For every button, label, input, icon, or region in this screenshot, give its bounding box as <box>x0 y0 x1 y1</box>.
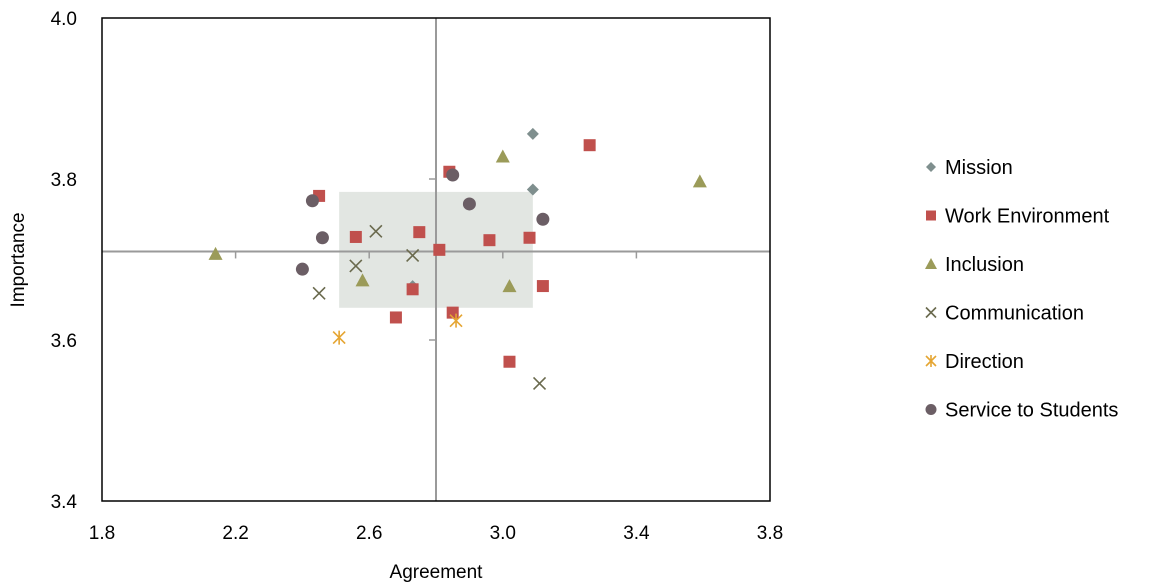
y-tick-label: 3.8 <box>51 170 77 191</box>
series-communication <box>312 224 547 391</box>
series-inclusion <box>208 149 707 293</box>
x-tick-label: 2.2 <box>222 523 248 544</box>
mission-point <box>526 127 539 140</box>
inclusion-point <box>355 273 370 287</box>
inclusion-point <box>208 246 223 260</box>
y-tick-label: 3.6 <box>51 331 77 352</box>
legend-marker-communication <box>925 306 937 319</box>
work-environment-point <box>503 355 516 368</box>
work-environment-point <box>523 231 536 244</box>
inclusion-point <box>495 149 510 163</box>
x-tick-label: 3.0 <box>490 523 516 544</box>
y-tick-label: 4.0 <box>51 9 77 30</box>
legend-label-inclusion: Inclusion <box>945 254 1024 276</box>
x-tick-label: 2.6 <box>356 523 382 544</box>
service-to-students-point <box>315 231 329 245</box>
service-to-students-point <box>536 212 550 226</box>
legend: Mission Work Environment Inclusion Communic… <box>925 157 1118 422</box>
work-environment-point <box>389 311 402 324</box>
legend-item-mission: Mission <box>926 157 1013 179</box>
legend-marker-service-to-students <box>925 404 937 415</box>
quadrant-lines <box>102 18 770 501</box>
work-environment-point <box>406 283 419 296</box>
service-to-students-point <box>305 194 319 208</box>
legend-item-direction: Direction <box>925 351 1024 373</box>
legend-item-work-environment: Work Environment <box>926 206 1110 228</box>
work-environment-point <box>349 230 362 243</box>
legend-marker-mission <box>926 162 936 172</box>
x-tick-label: 3.4 <box>623 523 650 544</box>
series-work-environment <box>313 139 596 368</box>
legend-item-communication: Communication <box>925 303 1084 325</box>
legend-marker-direction <box>925 355 937 367</box>
direction-point <box>332 330 346 345</box>
service-to-students-point <box>462 197 476 211</box>
work-environment-point <box>483 234 496 247</box>
legend-marker-work-environment <box>926 210 936 221</box>
communication-point <box>406 248 420 263</box>
plot-border <box>101 17 771 502</box>
x-axis-title: Agreement <box>390 562 484 583</box>
communication-point <box>349 259 363 273</box>
service-to-students-point <box>295 262 309 276</box>
communication-point <box>532 376 547 391</box>
service-to-students-point <box>446 168 460 182</box>
work-environment-point <box>413 226 426 239</box>
x-axis-ticks: 1.8 2.2 2.6 3.0 3.4 3.8 <box>89 523 783 544</box>
work-environment-point <box>433 243 446 256</box>
inclusion-point <box>502 279 517 293</box>
series-service-to-students <box>295 168 550 276</box>
legend-item-service-to-students: Service to Students <box>925 400 1118 422</box>
work-environment-point <box>583 139 596 152</box>
work-environment-point <box>536 280 549 293</box>
legend-label-service-to-students: Service to Students <box>945 400 1118 422</box>
y-tick-label: 3.4 <box>51 492 78 513</box>
inclusion-point <box>692 174 707 188</box>
data-points <box>208 127 707 391</box>
legend-item-inclusion: Inclusion <box>925 254 1024 276</box>
legend-marker-inclusion <box>925 258 937 269</box>
legend-label-direction: Direction <box>945 351 1024 373</box>
x-tick-label: 3.8 <box>757 523 783 544</box>
x-tick-label: 1.8 <box>89 523 115 544</box>
y-axis-title: Importance <box>8 212 29 307</box>
y-axis-ticks: 3.4 3.6 3.8 4.0 <box>51 9 78 513</box>
legend-label-communication: Communication <box>945 303 1084 325</box>
legend-label-mission: Mission <box>945 157 1013 179</box>
series-direction <box>332 313 463 345</box>
communication-point <box>312 286 326 300</box>
legend-label-work-environment: Work Environment <box>945 206 1110 228</box>
mission-point <box>526 183 539 196</box>
direction-point <box>449 313 463 328</box>
communication-point <box>369 224 383 238</box>
plot-frame <box>101 17 771 502</box>
